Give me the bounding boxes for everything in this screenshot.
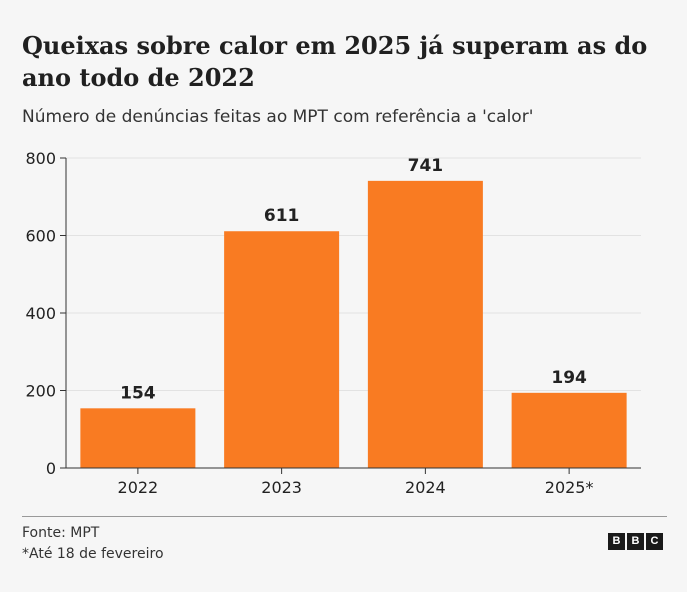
source-text: Fonte: MPT <box>22 525 100 541</box>
bar <box>511 392 627 468</box>
footer-divider <box>22 516 667 517</box>
x-tick-label: 2025* <box>545 478 594 497</box>
bar <box>367 180 483 469</box>
chart-subtitle: Número de denúncias feitas ao MPT com re… <box>22 107 534 127</box>
logo-letter: B <box>608 533 625 550</box>
data-label: 741 <box>408 156 444 176</box>
y-tick-label: 0 <box>46 459 56 478</box>
y-tick-label: 200 <box>25 382 56 401</box>
bar <box>224 231 340 468</box>
bbc-logo: B B C <box>608 533 663 550</box>
y-tick-label: 800 <box>25 149 56 168</box>
y-tick-label: 400 <box>25 304 56 323</box>
logo-letter: C <box>646 533 663 550</box>
footnote-text: *Até 18 de fevereiro <box>22 546 164 562</box>
logo-letter: B <box>627 533 644 550</box>
bar <box>80 408 196 468</box>
data-label: 611 <box>264 206 300 226</box>
bar-chart: 0 200 400 600 800 154 2022 611 2023 741 2024 194 202… <box>25 149 641 497</box>
x-tick-label: 2022 <box>118 478 159 497</box>
x-tick-label: 2024 <box>405 478 446 497</box>
data-label: 154 <box>120 383 156 403</box>
chart-title: Queixas sobre calor em 2025 já superam a… <box>22 31 648 92</box>
data-label: 194 <box>551 368 587 388</box>
y-tick-label: 600 <box>25 227 56 246</box>
x-tick-label: 2023 <box>261 478 302 497</box>
